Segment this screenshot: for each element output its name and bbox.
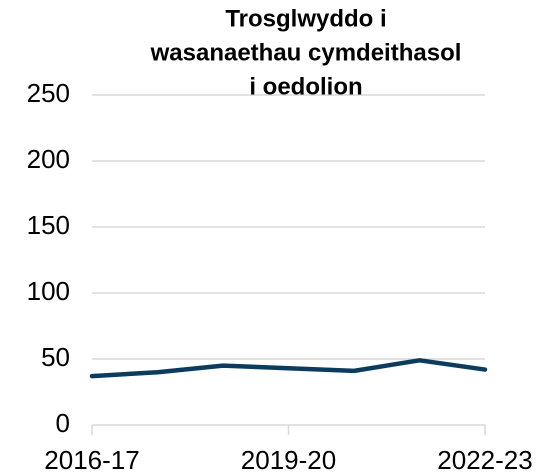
- line: [89, 358, 488, 379]
- x-tick-label: 2019-20: [241, 445, 336, 475]
- chart-title: wasanaethau cymdeithasol: [150, 39, 462, 66]
- y-tick-label: 100: [27, 276, 70, 306]
- y-tick-label: 200: [27, 144, 70, 174]
- y-tick-label: 150: [27, 210, 70, 240]
- y-tick-label: 50: [41, 342, 70, 372]
- y-tick-label: 0: [56, 408, 70, 438]
- x-tick-label: 2022-23: [437, 445, 532, 475]
- chart-title: Trosglwyddo i: [225, 5, 386, 32]
- chart-title: i oedolion: [249, 73, 362, 100]
- x-tick-label: 2016-17: [44, 445, 139, 475]
- y-tick-label: 250: [27, 78, 70, 108]
